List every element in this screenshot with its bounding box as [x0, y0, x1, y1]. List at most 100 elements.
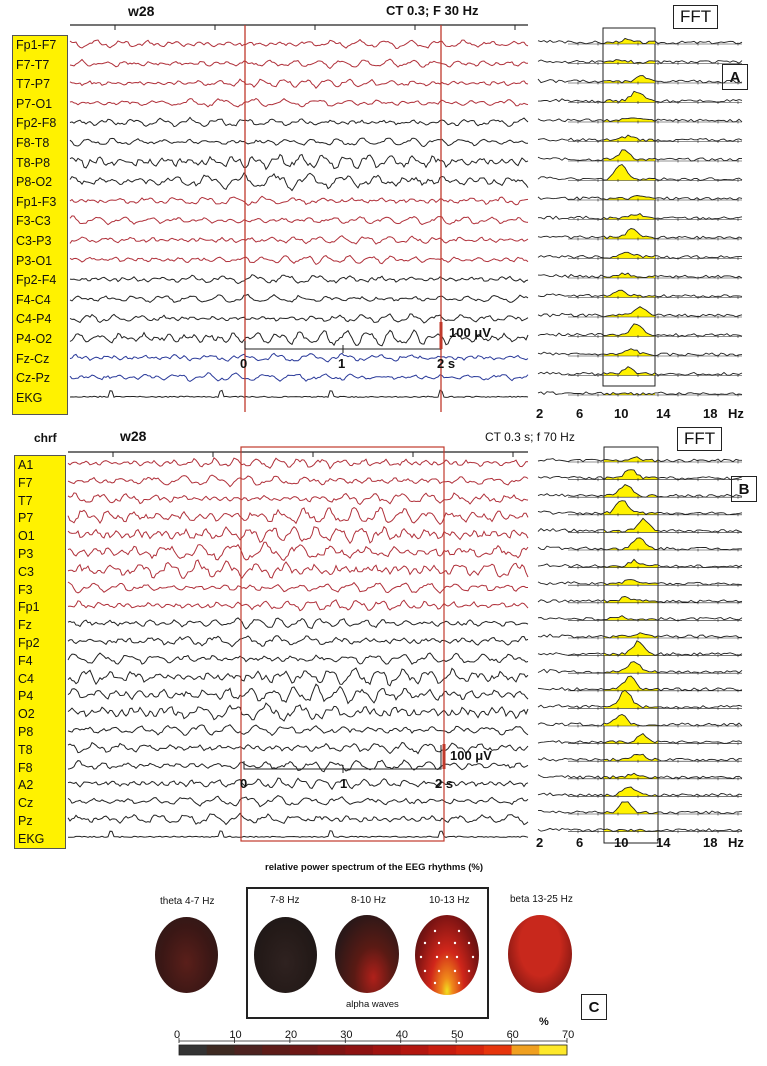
eeg-trace — [67, 492, 529, 506]
alpha-power-fill — [604, 801, 658, 814]
electrode-dot — [453, 969, 457, 973]
fft-spectrum-line — [537, 733, 743, 744]
fft-spectrum-line — [537, 37, 743, 45]
fft-spectrum-line — [537, 661, 743, 674]
eeg-trace — [67, 683, 529, 705]
panel-b-channel-label: F4 — [18, 653, 33, 668]
panel-a-channel-label: Fp1-F7 — [16, 38, 57, 52]
colorbar-unit: % — [539, 1016, 549, 1028]
colorbar-segment — [483, 1045, 513, 1055]
eeg-trace — [69, 235, 529, 245]
electrode-dot — [437, 969, 441, 973]
colorbar-tick-label: 10 — [229, 1029, 242, 1041]
fft-spectrum-line — [537, 272, 743, 279]
alpha-power-fill — [604, 773, 658, 779]
fft-spectrum-line — [537, 75, 743, 84]
panel-a-freq-tick-10: 10 — [614, 406, 629, 421]
map-label-7-8: 7-8 Hz — [270, 895, 300, 906]
eeg-trace — [67, 702, 529, 722]
colorbar-segment — [539, 1045, 568, 1055]
panel-b-channel-label: P8 — [18, 725, 34, 739]
alpha-power-fill — [604, 366, 655, 376]
alpha-power-fill — [604, 690, 658, 709]
colorbar-tick-label: 20 — [284, 1029, 298, 1041]
alpha-power-fill — [604, 559, 658, 568]
alpha-power-fill — [604, 632, 658, 638]
panel-a-fft-title: FFT — [673, 5, 719, 29]
topomap-beta — [508, 915, 572, 993]
panel-b-channel-label: O1 — [18, 529, 35, 544]
eeg-trace — [69, 58, 529, 70]
fft-spectrum-line — [537, 714, 743, 727]
fft-spectrum-line — [537, 366, 743, 376]
panel-c-title: relative power spectrum of the EEG rhyth… — [265, 862, 483, 873]
eeg-trace — [69, 372, 529, 382]
panel-b-freq-unit: Hz — [728, 835, 744, 850]
fft-spectrum-line — [537, 134, 743, 142]
electrode-dots — [419, 929, 475, 985]
alpha-power-fill — [604, 500, 658, 515]
alpha-band-window — [603, 446, 659, 844]
panel-b-channel-label: A2 — [18, 778, 34, 793]
topomap-10-13hz — [415, 915, 479, 995]
topomap-theta — [155, 917, 218, 993]
fft-spectrum-line — [537, 251, 742, 260]
panel-b-time-tick-1: 1 — [340, 776, 348, 791]
fft-spectrum-line — [537, 579, 743, 586]
panel-b-channel-label: O2 — [18, 707, 35, 722]
panel-b-channel-label: EKG — [18, 831, 45, 846]
colorbar-segment — [456, 1045, 485, 1055]
fft-spectrum-line — [537, 469, 743, 481]
fft-spectrum-line — [537, 632, 743, 639]
panel-a-letter: A — [722, 64, 748, 90]
electrode-dot — [467, 969, 471, 973]
panel-b-freq-tick-14: 14 — [656, 835, 671, 850]
alpha-power-fill — [604, 518, 658, 533]
fft-spectrum-line — [537, 163, 743, 181]
electrode-dot — [471, 955, 475, 959]
fft-spectrum-line — [537, 456, 743, 463]
panel-c-letter: C — [581, 994, 607, 1020]
alpha-waves-box — [246, 887, 489, 1019]
colorbar-tick-label: 50 — [451, 1029, 464, 1041]
electrode-dot — [433, 929, 437, 933]
eeg-trace — [69, 389, 529, 398]
eeg-trace — [69, 137, 529, 148]
electrode-dot — [433, 981, 437, 985]
alpha-band-window — [602, 27, 656, 387]
colorbar-segment — [179, 1045, 208, 1055]
colorbar-segment — [317, 1045, 346, 1055]
panel-b-scale-amp: 100 μV — [450, 748, 492, 763]
map-label-theta: theta 4-7 Hz — [160, 896, 215, 907]
fft-spectrum-line — [537, 772, 743, 780]
colorbar-segment — [234, 1045, 263, 1055]
fft-spectrum-line — [537, 801, 743, 815]
panel-a-channel-label: F4-C4 — [16, 292, 51, 307]
panel-a-channel-list: Fp1-F7 F7-T7 T7-P7 P7-O1 Fp2-F8 F8-T8 T8-P8 P8-… — [12, 35, 68, 415]
colorbar-segment — [400, 1045, 429, 1055]
alpha-waves-label: alpha waves — [346, 999, 399, 1010]
fft-spectrum-line — [538, 213, 743, 220]
alpha-power-fill — [604, 787, 658, 797]
fft-spectrum-line — [537, 149, 743, 162]
fft-spectrum-line — [537, 348, 743, 357]
panel-b-channel-label: A1 — [18, 458, 34, 472]
alpha-power-fill — [604, 615, 658, 621]
panel-c: relative power spectrum of the EEG rhyth… — [0, 855, 767, 1066]
colorbar-tick-label: 0 — [174, 1029, 181, 1041]
panel-a-eeg-traces — [69, 24, 529, 412]
panel-a-scale-amp: 100 μV — [449, 325, 491, 340]
panel-a-freq-tick-18: 18 — [703, 406, 718, 421]
alpha-power-fill — [604, 469, 658, 480]
alpha-power-fill — [604, 829, 658, 832]
alpha-power-fill — [604, 252, 655, 259]
panel-b-channel-list: A1 F7 T7 P7 O1 P3 C3 F3 Fp1 Fz Fp2 F4 C4 P4 O2 P8 T8 F8 A2… — [14, 455, 66, 849]
panel-b-channel-label: Fz — [18, 618, 32, 633]
alpha-power-fill — [604, 596, 658, 603]
electrode-dot — [423, 969, 427, 973]
fft-spectrum-line — [537, 640, 743, 657]
panel-a-channel-label: F7-T7 — [16, 57, 50, 72]
electrode-dot — [457, 981, 461, 985]
panel-b-channel-label: C4 — [18, 671, 34, 686]
panel-b-epoch-label: w28 — [120, 428, 147, 444]
